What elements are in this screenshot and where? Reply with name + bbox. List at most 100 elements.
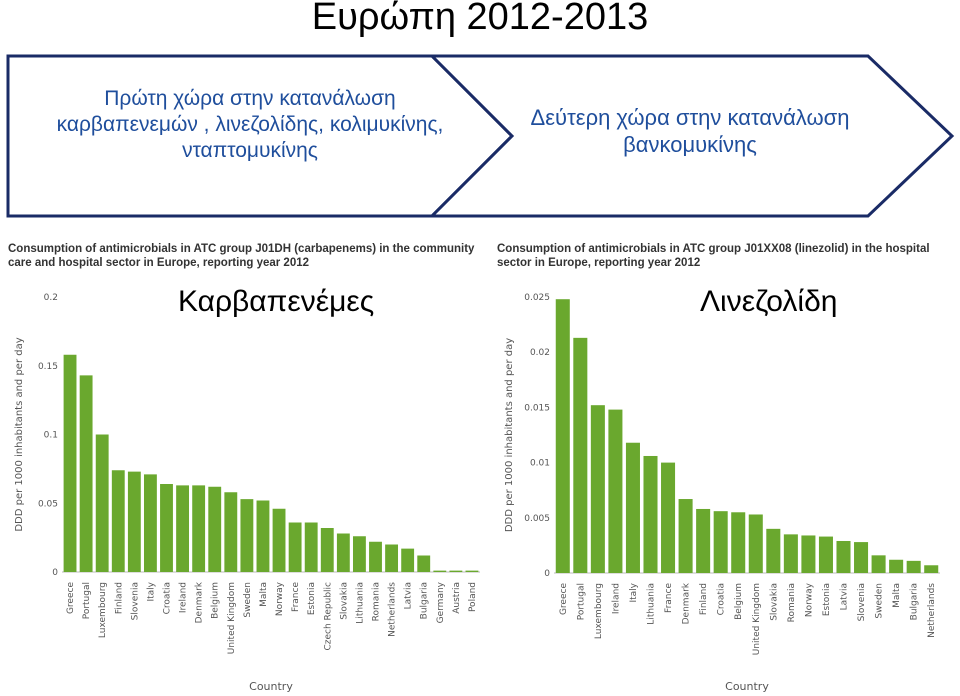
x-tick-label: Portugal <box>576 583 586 620</box>
bar <box>590 405 605 573</box>
y-tick-label: 0.005 <box>524 514 550 524</box>
bar <box>433 570 447 572</box>
chart-title-linezolid: Consumption of antimicrobials in ATC gro… <box>497 243 930 269</box>
x-tick-label: Latvia <box>840 583 850 610</box>
x-tick-label: Belgium <box>211 582 221 619</box>
y-tick-label: 0.15 <box>38 362 58 372</box>
x-tick-label: France <box>291 582 301 612</box>
bar <box>79 375 93 572</box>
x-tick-label: Slovenia <box>857 583 867 621</box>
x-tick-label: Latvia <box>404 582 414 609</box>
overlay-label-linezolid: Λινεζολίδη <box>700 285 838 318</box>
y-tick-label: 0.015 <box>524 403 550 413</box>
bar <box>465 570 479 572</box>
x-tick-label: Ireland <box>611 583 621 614</box>
y-tick-label: 0.02 <box>530 348 550 358</box>
bar <box>240 499 254 572</box>
bar <box>160 484 173 572</box>
carbapenems-chart: DDD per 1000 inhabitants and per day 0 0.0… <box>14 293 480 693</box>
bar <box>288 522 302 572</box>
bar <box>783 534 798 573</box>
bar <box>111 470 125 572</box>
x-tick-label: Austria <box>452 582 462 614</box>
x-tick-label: Bulgaria <box>910 583 920 620</box>
x-tick-label: Ireland <box>179 582 189 613</box>
banner-arrows <box>6 54 955 218</box>
x-tick-label: Romania <box>372 582 382 621</box>
bar <box>748 514 763 573</box>
x-tick-label: Finland <box>114 582 124 614</box>
x-tick-label: Denmark <box>682 582 692 624</box>
bar <box>924 565 939 573</box>
bar <box>143 474 157 572</box>
x-tick-label: Netherlands <box>927 583 937 638</box>
bar <box>678 499 693 573</box>
x-tick-label: Croatia <box>717 583 727 615</box>
x-tick-label: Italy <box>629 582 639 602</box>
y-tick-label: 0 <box>544 569 550 579</box>
overlay-label-carbapenems: Καρβαπενέμες <box>178 285 375 318</box>
x-tick-label: Slovenia <box>130 582 140 620</box>
bar <box>336 533 350 572</box>
bar <box>889 559 904 573</box>
x-axis-label: Country <box>725 680 769 693</box>
x-tick-label: Malta <box>259 582 269 607</box>
y-axis-label: DDD per 1000 inhabitants and per day <box>504 338 515 532</box>
bar <box>573 337 588 573</box>
bar <box>95 434 109 572</box>
y-tick-label: 0.2 <box>44 293 58 303</box>
y-tick-label: 0 <box>52 568 58 578</box>
x-tick-label: Norway <box>804 582 814 617</box>
bar <box>192 485 206 572</box>
x-tick-label: Germany <box>436 581 446 623</box>
bar <box>369 541 382 572</box>
x-tick-label: Estonia <box>822 583 832 616</box>
x-tick-label: Denmark <box>195 581 205 623</box>
y-tick-label: 0.025 <box>524 293 550 303</box>
bar <box>401 548 415 572</box>
x-tick-label: Finland <box>699 583 709 615</box>
linezolid-chart: DDD per 1000 inhabitants and per day 0 0.0… <box>504 293 940 693</box>
x-tick-label: Lithuania <box>355 582 365 624</box>
x-tick-label: Czech Republic <box>323 582 333 651</box>
y-axis-label: DDD per 1000 inhabitants and per day <box>14 337 25 531</box>
banner-right-chevron <box>428 54 955 218</box>
x-tick-label: Luxembourg <box>594 583 604 639</box>
bar <box>127 471 141 572</box>
bar <box>696 508 711 573</box>
x-axis-label: Country <box>249 680 293 693</box>
bar <box>320 528 334 572</box>
x-tick-label: Portugal <box>82 582 92 619</box>
bar <box>272 508 286 572</box>
page-title: Ευρώπη 2012-2013 <box>311 0 649 38</box>
x-tick-label: Poland <box>468 582 478 612</box>
bar <box>625 442 640 573</box>
bar <box>854 542 869 573</box>
y-tick-label: 0.01 <box>530 459 550 469</box>
bar <box>906 560 921 573</box>
x-tick-label: Netherlands <box>388 582 398 637</box>
bar <box>417 555 431 572</box>
bar <box>176 485 190 572</box>
bar <box>661 462 676 573</box>
bar <box>608 409 623 573</box>
x-tick-label: Slovakia <box>339 582 349 620</box>
x-tick-label: Estonia <box>307 582 317 615</box>
bar <box>836 540 851 573</box>
x-tick-label: Greece <box>66 582 76 614</box>
x-tick-label: United Kingdom <box>227 582 237 654</box>
bar <box>713 511 728 573</box>
chart-title-carbapenems: Consumption of antimicrobials in ATC gro… <box>8 243 475 269</box>
x-tick-label: Belgium <box>734 583 744 620</box>
x-tick-label: Lithuania <box>647 583 657 625</box>
x-tick-label: Greece <box>559 583 569 615</box>
bar <box>555 299 570 573</box>
bar <box>63 354 77 572</box>
bar <box>449 570 463 572</box>
bar <box>256 500 270 572</box>
bar <box>304 522 318 572</box>
x-tick-label: Luxembourg <box>98 582 108 638</box>
x-tick-label: United Kingdom <box>752 583 762 655</box>
bar <box>766 528 781 573</box>
bar <box>731 512 746 573</box>
